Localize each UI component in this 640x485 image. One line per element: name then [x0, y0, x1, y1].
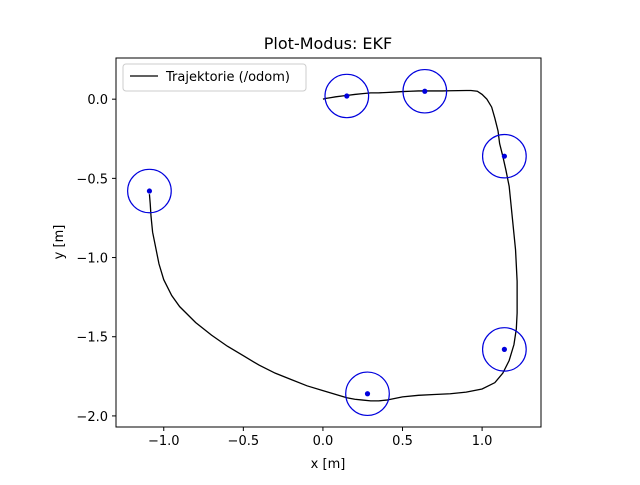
- position-point-5: [364, 391, 371, 397]
- position-point-1: [344, 93, 350, 99]
- legend-box: [122, 63, 307, 92]
- position-point-2: [422, 88, 428, 94]
- position-circle-2: [402, 68, 448, 114]
- plot-frame: [115, 57, 542, 428]
- position-circle-5: [345, 371, 390, 417]
- y-tick-label: −0.5: [76, 172, 108, 187]
- position-circle-1: [324, 73, 370, 119]
- y-tick-label: −2.0: [76, 410, 108, 425]
- position-point-0: [146, 188, 153, 194]
- chart-title: Plot-Modus: EKF: [264, 34, 392, 53]
- legend-label: Trajektorie (/odom): [165, 70, 290, 85]
- position-circle-4: [481, 327, 527, 372]
- y-axis-label: y [m]: [52, 225, 67, 260]
- position-circle-0: [127, 168, 172, 214]
- x-tick-label: −0.5: [228, 434, 260, 449]
- series-line-0: [148, 89, 518, 402]
- x-tick-label: −1.0: [148, 434, 180, 449]
- x-tick-label: 1.0: [472, 434, 493, 449]
- y-tick-label: −1.5: [76, 331, 108, 346]
- y-tick-label: −1.0: [76, 252, 108, 267]
- plot-area: [116, 58, 541, 427]
- x-tick-label: 0.5: [392, 434, 413, 449]
- y-tick-label: 0.0: [87, 93, 108, 108]
- position-point-4: [501, 346, 507, 352]
- data-layer: [127, 68, 527, 417]
- x-tick-label: 0.0: [313, 434, 334, 449]
- ticks-layer: −1.0 −0.5 0.0 0.5 1.0 0.0 −0.5 −1.0 −1.5 −2.0: [76, 93, 492, 449]
- position-circle-3: [481, 133, 527, 179]
- legend: Trajektorie (/odom): [122, 63, 307, 92]
- position-point-3: [501, 153, 507, 159]
- x-axis-label: x [m]: [311, 457, 346, 472]
